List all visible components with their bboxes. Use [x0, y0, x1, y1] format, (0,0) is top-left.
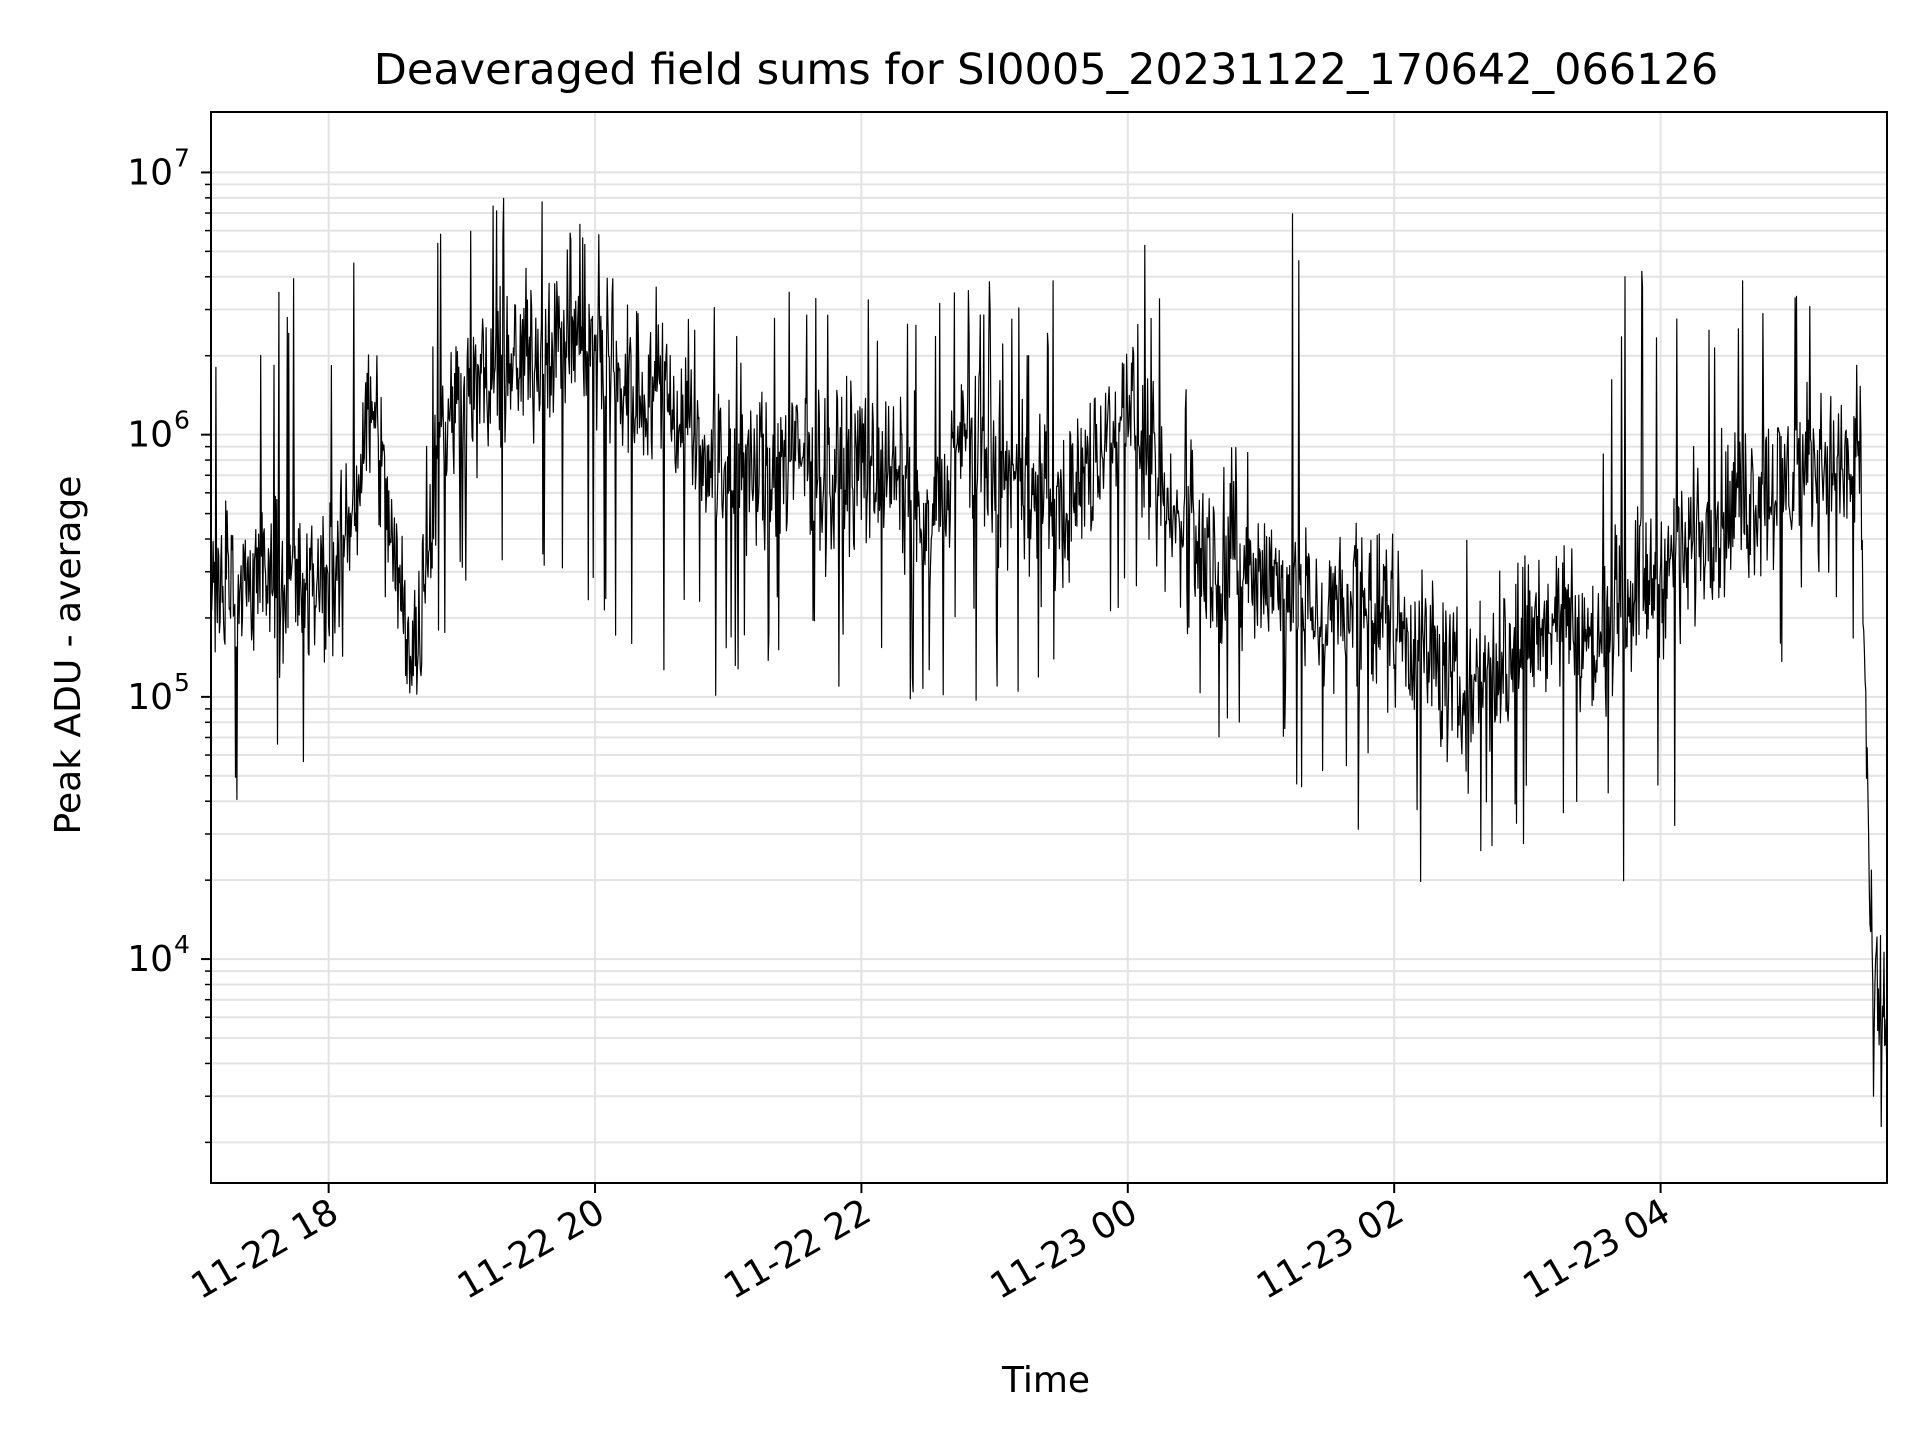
y-tick-label: 10 [127, 939, 173, 980]
chart-title: Deaveraged field sums for SI0005_2023112… [374, 45, 1719, 95]
y-tick-exponent: 6 [174, 406, 190, 435]
y-tick-label: 10 [127, 415, 173, 456]
series-layer [210, 197, 1888, 1128]
x-axis-label: Time [1001, 1360, 1090, 1401]
y-tick-exponent: 4 [174, 930, 190, 959]
y-tick-exponent: 5 [174, 668, 190, 697]
y-axis-label: Peak ADU - average [48, 476, 89, 835]
y-tick-exponent: 7 [174, 143, 190, 172]
y-tick-label: 10 [127, 677, 173, 718]
plot-frame [210, 111, 1888, 1184]
series-line [210, 197, 1888, 1128]
y-tick-label: 10 [127, 152, 173, 193]
